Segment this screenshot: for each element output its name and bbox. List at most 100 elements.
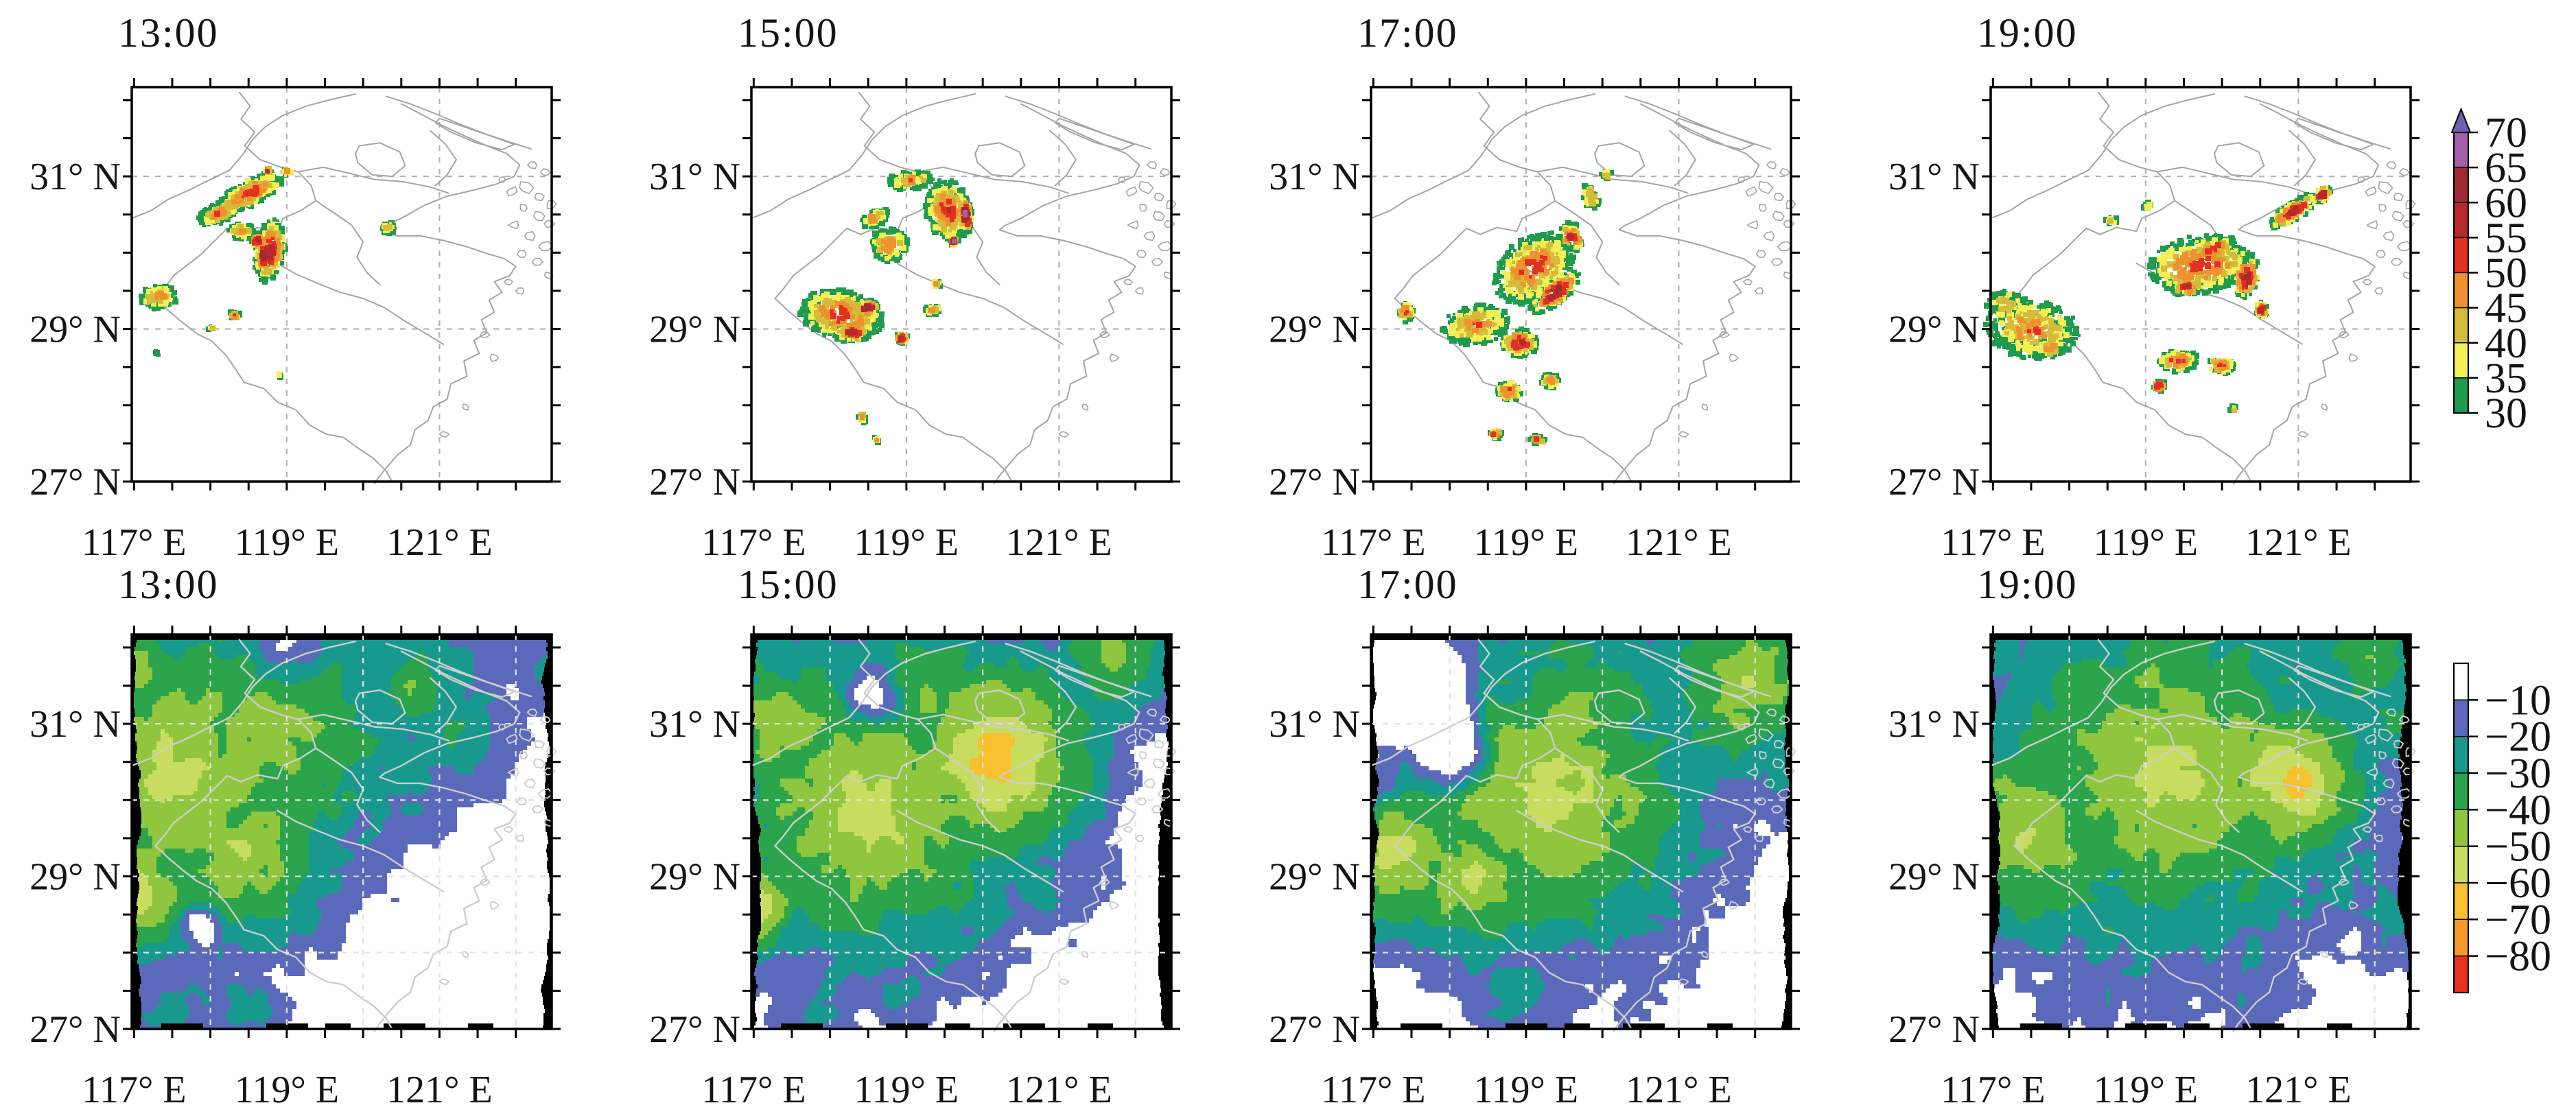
y-axis-label: 29° N [1888, 856, 1980, 899]
colorbar-tick-label: −50 [2485, 824, 2551, 870]
colorbar-tick-label: −30 [2485, 750, 2551, 797]
panel-title-bottom-3: 17:00 [1357, 562, 1458, 607]
y-axis-label: 29° N [30, 856, 121, 899]
radar-echo-field [139, 166, 397, 380]
colorbar-tick-label: 30 [2485, 390, 2527, 437]
x-axis-label: 119° E [2094, 521, 2199, 564]
y-axis-label: 29° N [1888, 309, 1980, 351]
colorbar-segment [2453, 377, 2469, 414]
x-axis-label: 119° E [1474, 521, 1579, 564]
x-axis-label: 117° E [1321, 521, 1426, 564]
panel-title-bottom-2: 15:00 [738, 562, 839, 607]
map-panel-tbb-13:00: 117° E 119° E 121° E 31° N 29° N 27° N [30, 626, 561, 1111]
y-axis-label: 29° N [1269, 856, 1360, 899]
x-axis-label: 121° E [1006, 1069, 1112, 1111]
colorbar-segment [2453, 342, 2469, 379]
map-panel-reflectivity-19:00: 117° E 119° E 121° E 31° N 29° N 27° N [1888, 78, 2420, 564]
y-axis-label: 29° N [649, 856, 740, 899]
colorbar-segment [2453, 132, 2469, 168]
colorbar-segment [2453, 919, 2469, 957]
y-axis-label: 27° N [1269, 461, 1360, 503]
panel-title-top-1: 13:00 [118, 10, 219, 56]
x-axis-label: 117° E [82, 1069, 187, 1111]
colorbar-tick-label: −10 [2485, 677, 2551, 724]
panel-title-top-3: 17:00 [1357, 10, 1458, 56]
x-axis-label: 117° E [1941, 521, 2046, 564]
x-axis-label: 121° E [386, 521, 493, 564]
colorbar-segment [2453, 167, 2469, 203]
colorbar-segment [2453, 307, 2469, 344]
x-axis-label: 119° E [235, 1069, 340, 1111]
colorbar-tick-label: 65 [2485, 145, 2527, 191]
tbb-field [1372, 635, 1790, 1028]
y-axis-label: 31° N [30, 156, 121, 198]
colorbar-tick-label: −80 [2485, 934, 2551, 980]
y-axis-label: 27° N [649, 461, 740, 503]
radar-echo-field [797, 169, 974, 445]
colorbar-tick-label: 50 [2485, 250, 2527, 297]
x-axis-label: 117° E [701, 521, 806, 564]
y-axis-label: 27° N [1888, 461, 1980, 503]
tbb-field [1991, 635, 2410, 1028]
x-axis-label: 117° E [1941, 1069, 2046, 1111]
colorbar-tbb: −10−20−30−40−50−60−70−80 [2452, 662, 2551, 994]
x-axis-label: 119° E [854, 521, 959, 564]
colorbar-segment [2453, 202, 2469, 239]
y-axis-label: 31° N [649, 156, 740, 198]
panel-title-top-4: 19:00 [1977, 10, 2078, 56]
colorbar-segment [2453, 272, 2469, 309]
map-panel-tbb-19:00: 117° E 119° E 121° E 31° N 29° N 27° N [1888, 626, 2420, 1111]
colorbar-segment [2453, 772, 2469, 811]
x-axis-label: 121° E [386, 1069, 493, 1111]
y-axis-label: 27° N [649, 1008, 740, 1051]
x-axis-label: 119° E [235, 521, 340, 564]
colorbar-segment [2453, 699, 2469, 737]
radar-echo-field [1397, 169, 1614, 446]
map-panel-reflectivity-17:00: 117° E 119° E 121° E 31° N 29° N 27° N [1269, 78, 1800, 564]
radar-echo-field [1983, 185, 2333, 413]
colorbar-tick-label: 45 [2485, 285, 2527, 332]
y-axis-label: 29° N [649, 309, 740, 351]
colorbar-segment [2453, 237, 2469, 274]
colorbar-tick-label: −60 [2485, 860, 2551, 907]
tbb-field [132, 635, 551, 1028]
tbb-field [752, 635, 1171, 1028]
colorbar-tick-label: −70 [2485, 897, 2551, 943]
colorbar-arrow [2450, 107, 2472, 133]
colorbar-tick-label: 60 [2485, 180, 2527, 226]
map-panel-reflectivity-15:00: 117° E 119° E 121° E 31° N 29° N 27° N [649, 78, 1180, 564]
colorbar-segment [2453, 735, 2469, 774]
colorbar-tick-label: 40 [2485, 320, 2527, 367]
map-panel-reflectivity-13:00: 117° E 119° E 121° E 31° N 29° N 27° N [30, 78, 561, 564]
y-axis-label: 27° N [1888, 1008, 1980, 1051]
colorbar-tick-label: 70 [2485, 110, 2527, 156]
y-axis-label: 31° N [1888, 156, 1980, 198]
x-axis-label: 121° E [1626, 521, 1732, 564]
y-axis-label: 31° N [1269, 703, 1360, 746]
x-axis-label: 117° E [82, 521, 187, 564]
colorbar-segment [2453, 882, 2469, 921]
y-axis-label: 27° N [1269, 1008, 1360, 1051]
x-axis-label: 117° E [701, 1069, 806, 1111]
colorbar-segment [2453, 955, 2469, 993]
x-axis-label: 117° E [1321, 1069, 1426, 1111]
y-axis-label: 27° N [30, 1008, 121, 1051]
map-panel-tbb-17:00: 117° E 119° E 121° E 31° N 29° N 27° N [1269, 626, 1800, 1111]
y-axis-label: 31° N [1888, 703, 1980, 746]
colorbar-segment [2453, 845, 2469, 884]
panel-title-bottom-4: 19:00 [1977, 562, 2078, 607]
colorbar-tick-label: 35 [2485, 355, 2527, 402]
colorbar-tick-label: 55 [2485, 215, 2527, 261]
y-axis-label: 31° N [1269, 156, 1360, 198]
colorbar-segment [2453, 809, 2469, 847]
x-axis-label: 121° E [1006, 521, 1112, 564]
y-axis-label: 29° N [1269, 309, 1360, 351]
x-axis-label: 121° E [2245, 521, 2352, 564]
colorbar-tick-label: −20 [2485, 714, 2551, 761]
x-axis-label: 121° E [2245, 1069, 2352, 1111]
y-axis-label: 27° N [30, 461, 121, 503]
y-axis-label: 29° N [30, 309, 121, 351]
x-axis-label: 121° E [1626, 1069, 1732, 1111]
